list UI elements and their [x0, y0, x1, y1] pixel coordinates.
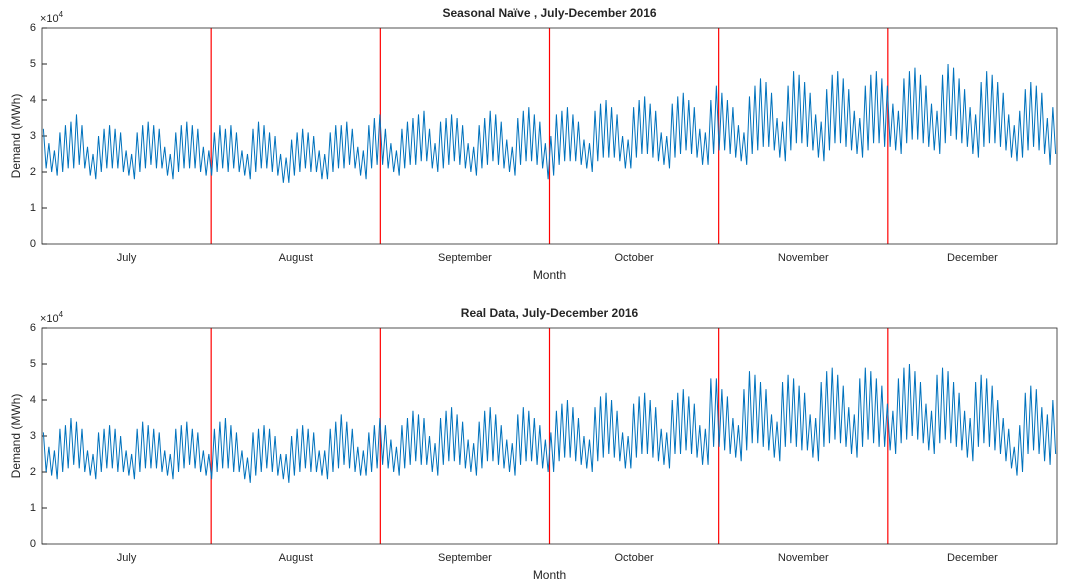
- x-tick-label: December: [947, 252, 998, 264]
- demand-line: [42, 63, 1057, 183]
- subplot: Real Data, July-December 2016 0 1 2 3 4 5 6 ×104…: [9, 306, 1058, 582]
- x-axis-label: Month: [533, 268, 566, 282]
- x-axis-label: Month: [533, 568, 566, 582]
- x-tick-label: November: [778, 552, 829, 564]
- axes-box: [41, 27, 1058, 245]
- x-tick-label: November: [778, 252, 829, 264]
- axes-box: [41, 327, 1058, 545]
- chart-title: Seasonal Naïve , July-December 2016: [442, 6, 656, 20]
- y-tick-label: 5: [30, 58, 36, 70]
- y-tick-label: 4: [30, 394, 36, 406]
- x-tick-label: July: [117, 552, 137, 564]
- y-tick-label: 0: [30, 538, 36, 550]
- x-tick-label: August: [279, 552, 313, 564]
- y-tick-label: 4: [30, 94, 36, 106]
- y-tick-label: 6: [30, 322, 36, 334]
- y-scale-exponent: 4: [59, 10, 64, 19]
- y-tick-label: 2: [30, 466, 36, 478]
- y-scale-label: ×104: [40, 310, 64, 325]
- y-tick-label: 3: [30, 430, 36, 442]
- subplot: Seasonal Naïve , July-December 2016 0 1 2 3 4…: [9, 6, 1058, 282]
- chart-title: Real Data, July-December 2016: [461, 306, 639, 320]
- y-axis-label: Demand (MWh): [9, 394, 23, 479]
- y-tick-label: 5: [30, 358, 36, 370]
- x-tick-label: October: [615, 252, 654, 264]
- demand-line: [42, 363, 1057, 483]
- y-tick-label: 1: [30, 202, 36, 214]
- x-tick-label: December: [947, 552, 998, 564]
- y-tick-label: 3: [30, 130, 36, 142]
- x-tick-label: October: [615, 552, 654, 564]
- x-tick-label: September: [438, 552, 492, 564]
- y-tick-label: 1: [30, 502, 36, 514]
- y-axis-label: Demand (MWh): [9, 94, 23, 179]
- y-scale-exponent: 4: [59, 310, 64, 319]
- x-tick-label: July: [117, 252, 137, 264]
- y-tick-label: 2: [30, 166, 36, 178]
- y-tick-label: 0: [30, 238, 36, 250]
- x-tick-label: August: [279, 252, 313, 264]
- y-tick-label: 6: [30, 22, 36, 34]
- y-scale-label: ×104: [40, 10, 64, 25]
- x-tick-label: September: [438, 252, 492, 264]
